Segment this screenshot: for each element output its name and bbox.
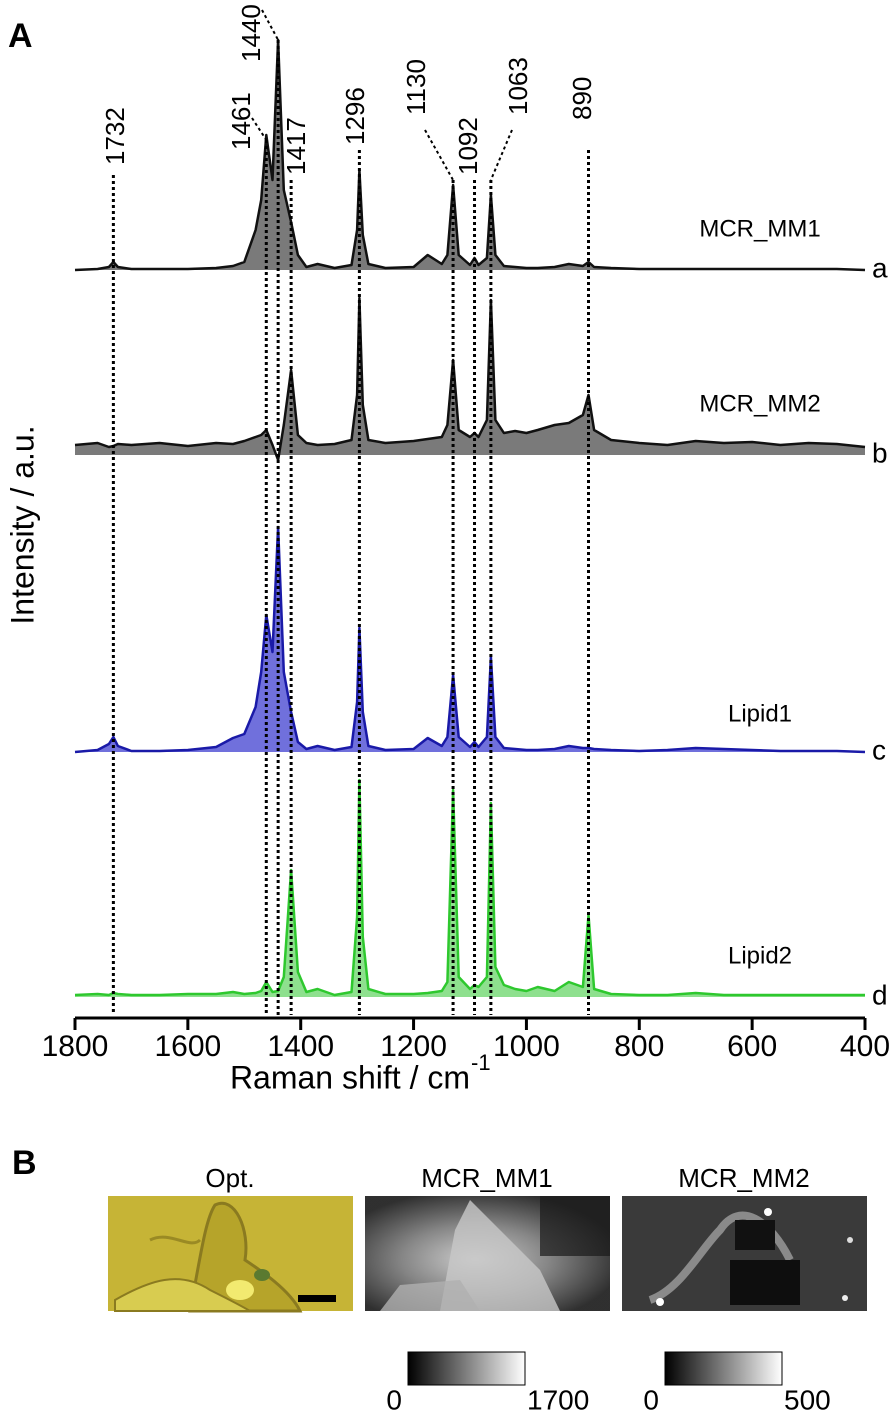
x-tick-label: 1000: [493, 1030, 560, 1063]
peak-label: 1296: [340, 87, 370, 145]
x-tick-label: 600: [727, 1030, 777, 1063]
panel-label: A: [8, 17, 33, 55]
spectrum-line: [74, 778, 865, 997]
panel-label: B: [12, 1144, 37, 1182]
colorbar-label: 0: [386, 1384, 402, 1415]
peak-leader: [251, 117, 268, 141]
x-tick-label: 400: [840, 1030, 890, 1063]
x-tick-label: 1400: [267, 1030, 334, 1063]
x-axis-label: Raman shift / cm: [230, 1059, 470, 1095]
peak-leader: [424, 129, 454, 181]
mcr-mm1-image: [365, 1196, 610, 1311]
image-title: MCR_MM2: [678, 1163, 809, 1193]
series-letter: d: [872, 979, 888, 1010]
peak-label: 1130: [401, 59, 431, 115]
image-title: Opt.: [205, 1163, 254, 1193]
colorbar: [407, 1351, 526, 1386]
mcr-mm2-image: [622, 1196, 867, 1311]
peak-label: 1092: [453, 117, 483, 175]
series-name: Lipid2: [728, 942, 792, 969]
colorbar-label: 500: [784, 1384, 831, 1415]
spectrum-line: [74, 38, 866, 272]
spectrum-area: [75, 527, 865, 752]
x-axis-label-sup: -1: [471, 1050, 491, 1075]
series-letter: c: [872, 734, 886, 765]
peak-label: 890: [567, 77, 597, 120]
peak-label: 1461: [226, 92, 256, 150]
peak-label: 1732: [100, 107, 130, 165]
optical-image: [108, 1196, 353, 1313]
colorbar-label: 0: [643, 1384, 659, 1415]
y-axis-label: Intensity / a.u.: [4, 425, 40, 624]
peak-label: 1417: [281, 117, 311, 175]
series-letter: b: [872, 437, 888, 468]
colorbar: [664, 1351, 783, 1386]
series-name: MCR_MM2: [699, 390, 820, 417]
image-title: MCR_MM1: [421, 1163, 552, 1193]
series-name: Lipid1: [728, 700, 792, 727]
x-tick-label: 1200: [380, 1030, 447, 1063]
series-letter: a: [872, 252, 888, 283]
x-tick-label: 800: [614, 1030, 664, 1063]
x-tick-label: 1600: [154, 1030, 221, 1063]
spectrum-line: [74, 525, 866, 754]
peak-leader: [489, 129, 513, 181]
colorbar-label: 1700: [527, 1384, 589, 1415]
spectrum-line: [74, 296, 866, 462]
peak-label: 1063: [503, 57, 533, 115]
series-name: MCR_MM1: [699, 215, 820, 242]
x-tick-label: 1800: [42, 1030, 109, 1063]
peak-label: 1440: [236, 4, 266, 62]
spectrum-area: [75, 40, 865, 270]
